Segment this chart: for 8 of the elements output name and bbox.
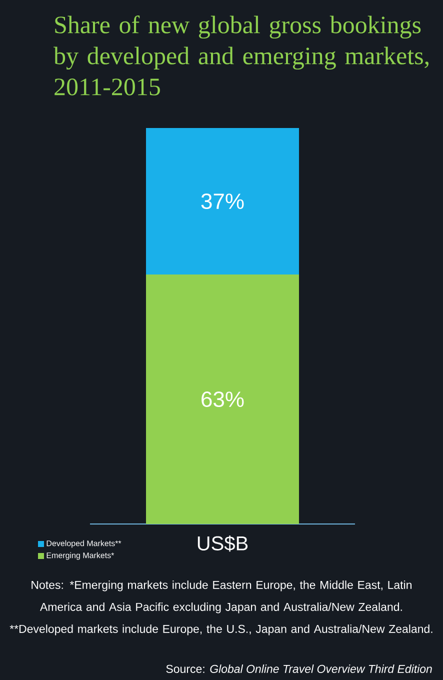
text: Notes: *Emerging markets include Eastern Europe, the Middle East, Latin America and Asia Pacific excluding Japan and Australia/New Zealand. **Developed markets include Europe, the U.S., Japan and Australia/New Zealand.	[10, 580, 432, 636]
x-axis-title: US$B	[198, 535, 248, 552]
legend-label: Emerging Markets*	[46, 552, 114, 560]
source-note: Source: Global Online Travel Overview Third Edition	[166, 664, 432, 673]
data-label: 37%	[201, 193, 244, 210]
chart-title: Share of new global gross bookings by developed and emerging markets, 2011-2015	[54, 16, 428, 96]
legend-label: Developed Markets**	[46, 540, 122, 548]
data-label: 63%	[202, 391, 244, 408]
